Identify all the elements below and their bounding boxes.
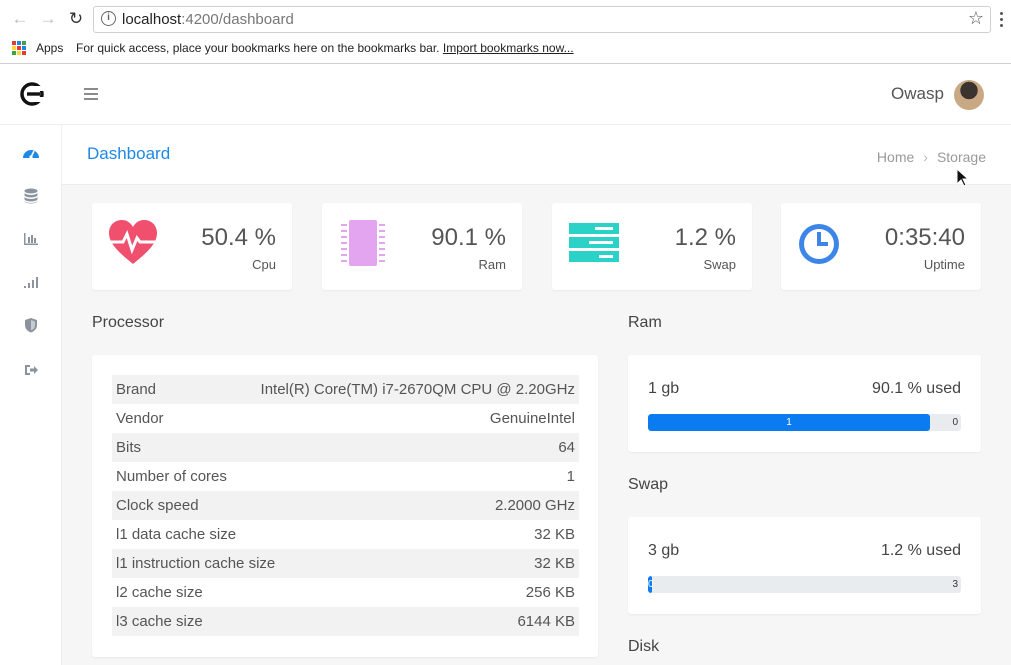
processor-row-value: 6144 KB bbox=[517, 613, 575, 630]
info-icon[interactable]: i bbox=[101, 11, 116, 26]
processor-row-value: 1 bbox=[566, 468, 575, 485]
bookmarks-hint: For quick access, place your bookmarks h… bbox=[76, 41, 574, 55]
processor-row: Bits 64 bbox=[112, 433, 579, 462]
processor-row-value: 64 bbox=[558, 439, 575, 456]
breadcrumb-separator-icon: › bbox=[923, 149, 928, 165]
swap-value: 1.2 % bbox=[674, 224, 736, 251]
processor-row-label: Vendor bbox=[116, 410, 164, 427]
ram-progress-fill: 1 bbox=[648, 414, 930, 431]
bookmark-star-icon[interactable]: ☆ bbox=[967, 8, 984, 28]
swap-used: 1.2 % used bbox=[880, 542, 961, 559]
forward-icon[interactable]: → bbox=[39, 9, 57, 28]
processor-row: Clock speed 2.2000 GHz bbox=[112, 491, 579, 520]
ram-used: 90.1 % used bbox=[872, 380, 961, 397]
page-title: Dashboard bbox=[87, 144, 171, 163]
swap-label: Swap bbox=[703, 257, 736, 272]
processor-row: l2 cache size 256 KB bbox=[112, 578, 579, 607]
back-icon[interactable]: ← bbox=[11, 9, 29, 28]
breadcrumb-home[interactable]: Home bbox=[876, 149, 915, 165]
ram-value: 90.1 % bbox=[431, 224, 506, 251]
swap-progress-total: 3 bbox=[952, 579, 958, 590]
processor-row-label: Number of cores bbox=[116, 468, 227, 485]
heartbeat-icon bbox=[109, 220, 157, 264]
url-path: :4200/dashboard bbox=[181, 11, 294, 28]
processor-row-value: Intel(R) Core(TM) i7-2670QM CPU @ 2.20GH… bbox=[260, 381, 575, 398]
processor-card: Brand Intel(R) Core(TM) i7-2670QM CPU @ 2… bbox=[92, 355, 598, 657]
page-header: Dashboard Home › Storage bbox=[62, 125, 1011, 187]
import-bookmarks-link[interactable]: Import bookmarks now... bbox=[442, 41, 574, 55]
breadcrumb-current: Storage bbox=[936, 149, 986, 165]
sign-out-icon[interactable] bbox=[22, 361, 40, 379]
processor-row-value: 32 KB bbox=[534, 526, 575, 543]
processor-row-label: Clock speed bbox=[116, 497, 199, 514]
swap-progress-fill: 0 bbox=[648, 576, 654, 593]
uptime-value: 0:35:40 bbox=[884, 224, 965, 251]
bookmarks-hint-text: For quick access, place your bookmarks h… bbox=[76, 41, 440, 55]
processor-table: Brand Intel(R) Core(TM) i7-2670QM CPU @ 2… bbox=[112, 375, 579, 636]
swap-title: Swap bbox=[628, 476, 669, 493]
processor-row-label: Bits bbox=[116, 439, 142, 456]
user-name[interactable]: Owasp bbox=[891, 84, 944, 103]
clock-icon bbox=[799, 224, 839, 264]
uptime-stat-card: 0:35:40 Uptime bbox=[781, 203, 981, 290]
database-icon[interactable] bbox=[22, 187, 40, 205]
processor-row-value: 32 KB bbox=[534, 555, 575, 572]
url-host: localhost bbox=[122, 11, 182, 28]
processor-row-value: GenuineIntel bbox=[489, 410, 575, 427]
processor-row: Brand Intel(R) Core(TM) i7-2670QM CPU @ 2… bbox=[112, 375, 579, 404]
processor-row-label: l1 data cache size bbox=[116, 526, 237, 543]
breadcrumb: Home › Storage bbox=[877, 149, 986, 165]
ram-title: Ram bbox=[628, 314, 662, 331]
processor-row-value: 2.2000 GHz bbox=[494, 497, 575, 514]
dashboard-gauge-icon[interactable] bbox=[22, 144, 40, 162]
browser-toolbar: ← → ↻ i localhost:4200/dashboard ☆ Apps … bbox=[0, 0, 1011, 64]
processor-row: l1 data cache size 32 KB bbox=[112, 520, 579, 549]
ram-progress-bar: 1 0 bbox=[648, 414, 961, 431]
processor-row-label: l1 instruction cache size bbox=[116, 555, 276, 572]
swap-progress-bar: 0 3 bbox=[648, 576, 961, 593]
ram-label: Ram bbox=[478, 257, 506, 272]
app-logo-icon[interactable] bbox=[20, 82, 44, 106]
processor-title: Processor bbox=[92, 314, 165, 331]
uptime-label: Uptime bbox=[923, 257, 965, 272]
cpu-value: 50.4 % bbox=[201, 224, 276, 251]
menu-toggle-icon[interactable] bbox=[84, 88, 98, 100]
ram-progress-total: 0 bbox=[952, 417, 958, 428]
bookmarks-bar: Apps For quick access, place your bookma… bbox=[0, 38, 1011, 60]
address-bar[interactable]: i localhost:4200/dashboard ☆ bbox=[93, 6, 991, 33]
apps-icon[interactable] bbox=[12, 41, 26, 55]
processor-row-label: l2 cache size bbox=[116, 584, 203, 601]
sidebar bbox=[0, 125, 62, 665]
reload-icon[interactable]: ↻ bbox=[68, 9, 84, 28]
swap-size: 3 gb bbox=[648, 542, 680, 559]
mouse-cursor-icon bbox=[956, 168, 970, 187]
processor-row: Vendor GenuineIntel bbox=[112, 404, 579, 433]
apps-label[interactable]: Apps bbox=[36, 41, 64, 55]
swap-card: 3 gb 1.2 % used 0 3 bbox=[628, 517, 981, 614]
ram-stat-card: 90.1 % Ram bbox=[322, 203, 522, 290]
app-header: Owasp bbox=[0, 65, 1011, 125]
memory-chip-icon bbox=[341, 220, 385, 266]
cpu-label: Cpu bbox=[252, 257, 276, 272]
main-content: Dashboard Home › Storage 50.4 % Cpu 90.1 %… bbox=[62, 125, 1011, 665]
processor-row-label: Brand bbox=[116, 381, 157, 398]
swap-stat-card: 1.2 % Swap bbox=[552, 203, 752, 290]
signal-icon[interactable] bbox=[22, 273, 40, 291]
shield-icon[interactable] bbox=[22, 316, 40, 334]
processor-row-label: l3 cache size bbox=[116, 613, 203, 630]
processor-row: Number of cores 1 bbox=[112, 462, 579, 491]
url-text[interactable]: localhost:4200/dashboard bbox=[122, 11, 294, 28]
ram-size: 1 gb bbox=[648, 380, 680, 397]
disk-title: Disk bbox=[628, 638, 660, 655]
browser-menu-icon[interactable] bbox=[1000, 10, 1006, 30]
ram-card: 1 gb 90.1 % used 1 0 bbox=[628, 355, 981, 452]
processor-row: l3 cache size 6144 KB bbox=[112, 607, 579, 636]
processor-row-value: 256 KB bbox=[525, 584, 575, 601]
server-stack-icon bbox=[569, 223, 619, 262]
avatar[interactable] bbox=[954, 80, 984, 110]
bar-chart-icon[interactable] bbox=[22, 230, 40, 248]
cpu-stat-card: 50.4 % Cpu bbox=[92, 203, 292, 290]
processor-row: l1 instruction cache size 32 KB bbox=[112, 549, 579, 578]
